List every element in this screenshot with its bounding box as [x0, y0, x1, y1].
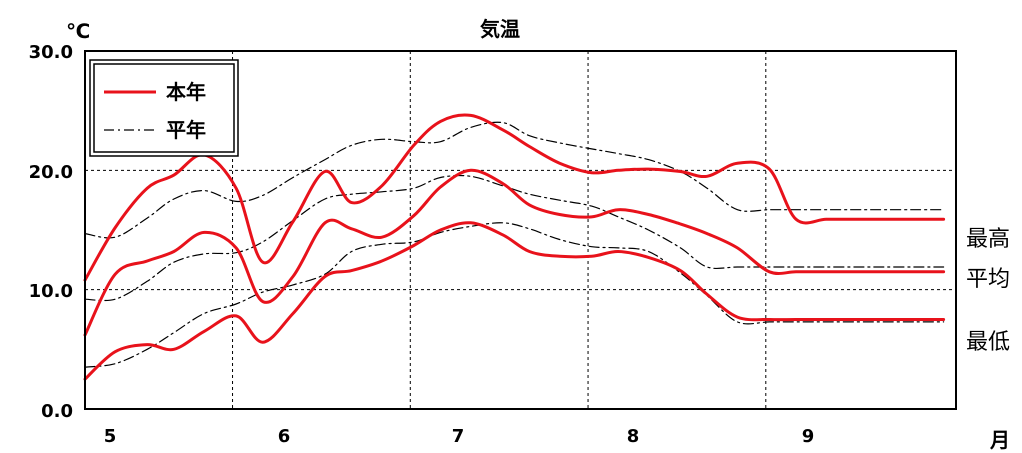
legend-label-normal: 平年 — [166, 118, 206, 142]
series-line-this-year-mean — [83, 168, 946, 337]
x-tick-label: 5 — [104, 426, 117, 447]
legend-box — [89, 59, 239, 157]
x-axis-unit: 月 — [989, 428, 1010, 452]
plot-frame — [84, 50, 957, 410]
series-line-normal-max — [84, 121, 945, 239]
x-axis-ticks: 5 6 7 8 9 — [104, 426, 815, 447]
series-line-normal-min — [84, 222, 945, 368]
x-tick-label: 7 — [452, 426, 465, 447]
chart-title: 気温 — [480, 17, 520, 41]
side-label-mean: 平均 — [966, 267, 1010, 292]
x-tick-label: 8 — [627, 426, 640, 447]
y-axis-ticks: 0.0 10.0 20.0 30.0 — [29, 42, 73, 422]
legend: 本年 平年 — [89, 59, 239, 157]
series-line-this-year-min — [83, 221, 946, 381]
series-line-this-year-max — [83, 113, 946, 282]
side-label-min: 最低 — [966, 330, 1010, 355]
y-tick-label: 30.0 — [29, 42, 73, 63]
x-tick-label: 6 — [278, 426, 291, 447]
legend-label-this-year: 本年 — [166, 80, 206, 104]
side-label-max: 最高 — [966, 227, 1010, 252]
x-tick-label: 9 — [802, 426, 815, 447]
y-tick-label: 20.0 — [29, 162, 73, 183]
y-tick-label: 0.0 — [41, 401, 73, 422]
y-axis-unit: ℃ — [66, 19, 90, 43]
grid-lines — [85, 51, 956, 409]
series-line-normal-mean — [84, 174, 945, 302]
legend-box-inner — [93, 63, 235, 153]
side-labels: 最高 平均 最低 — [966, 227, 1010, 355]
series-layer — [83, 113, 946, 381]
y-tick-label: 10.0 — [29, 281, 73, 302]
